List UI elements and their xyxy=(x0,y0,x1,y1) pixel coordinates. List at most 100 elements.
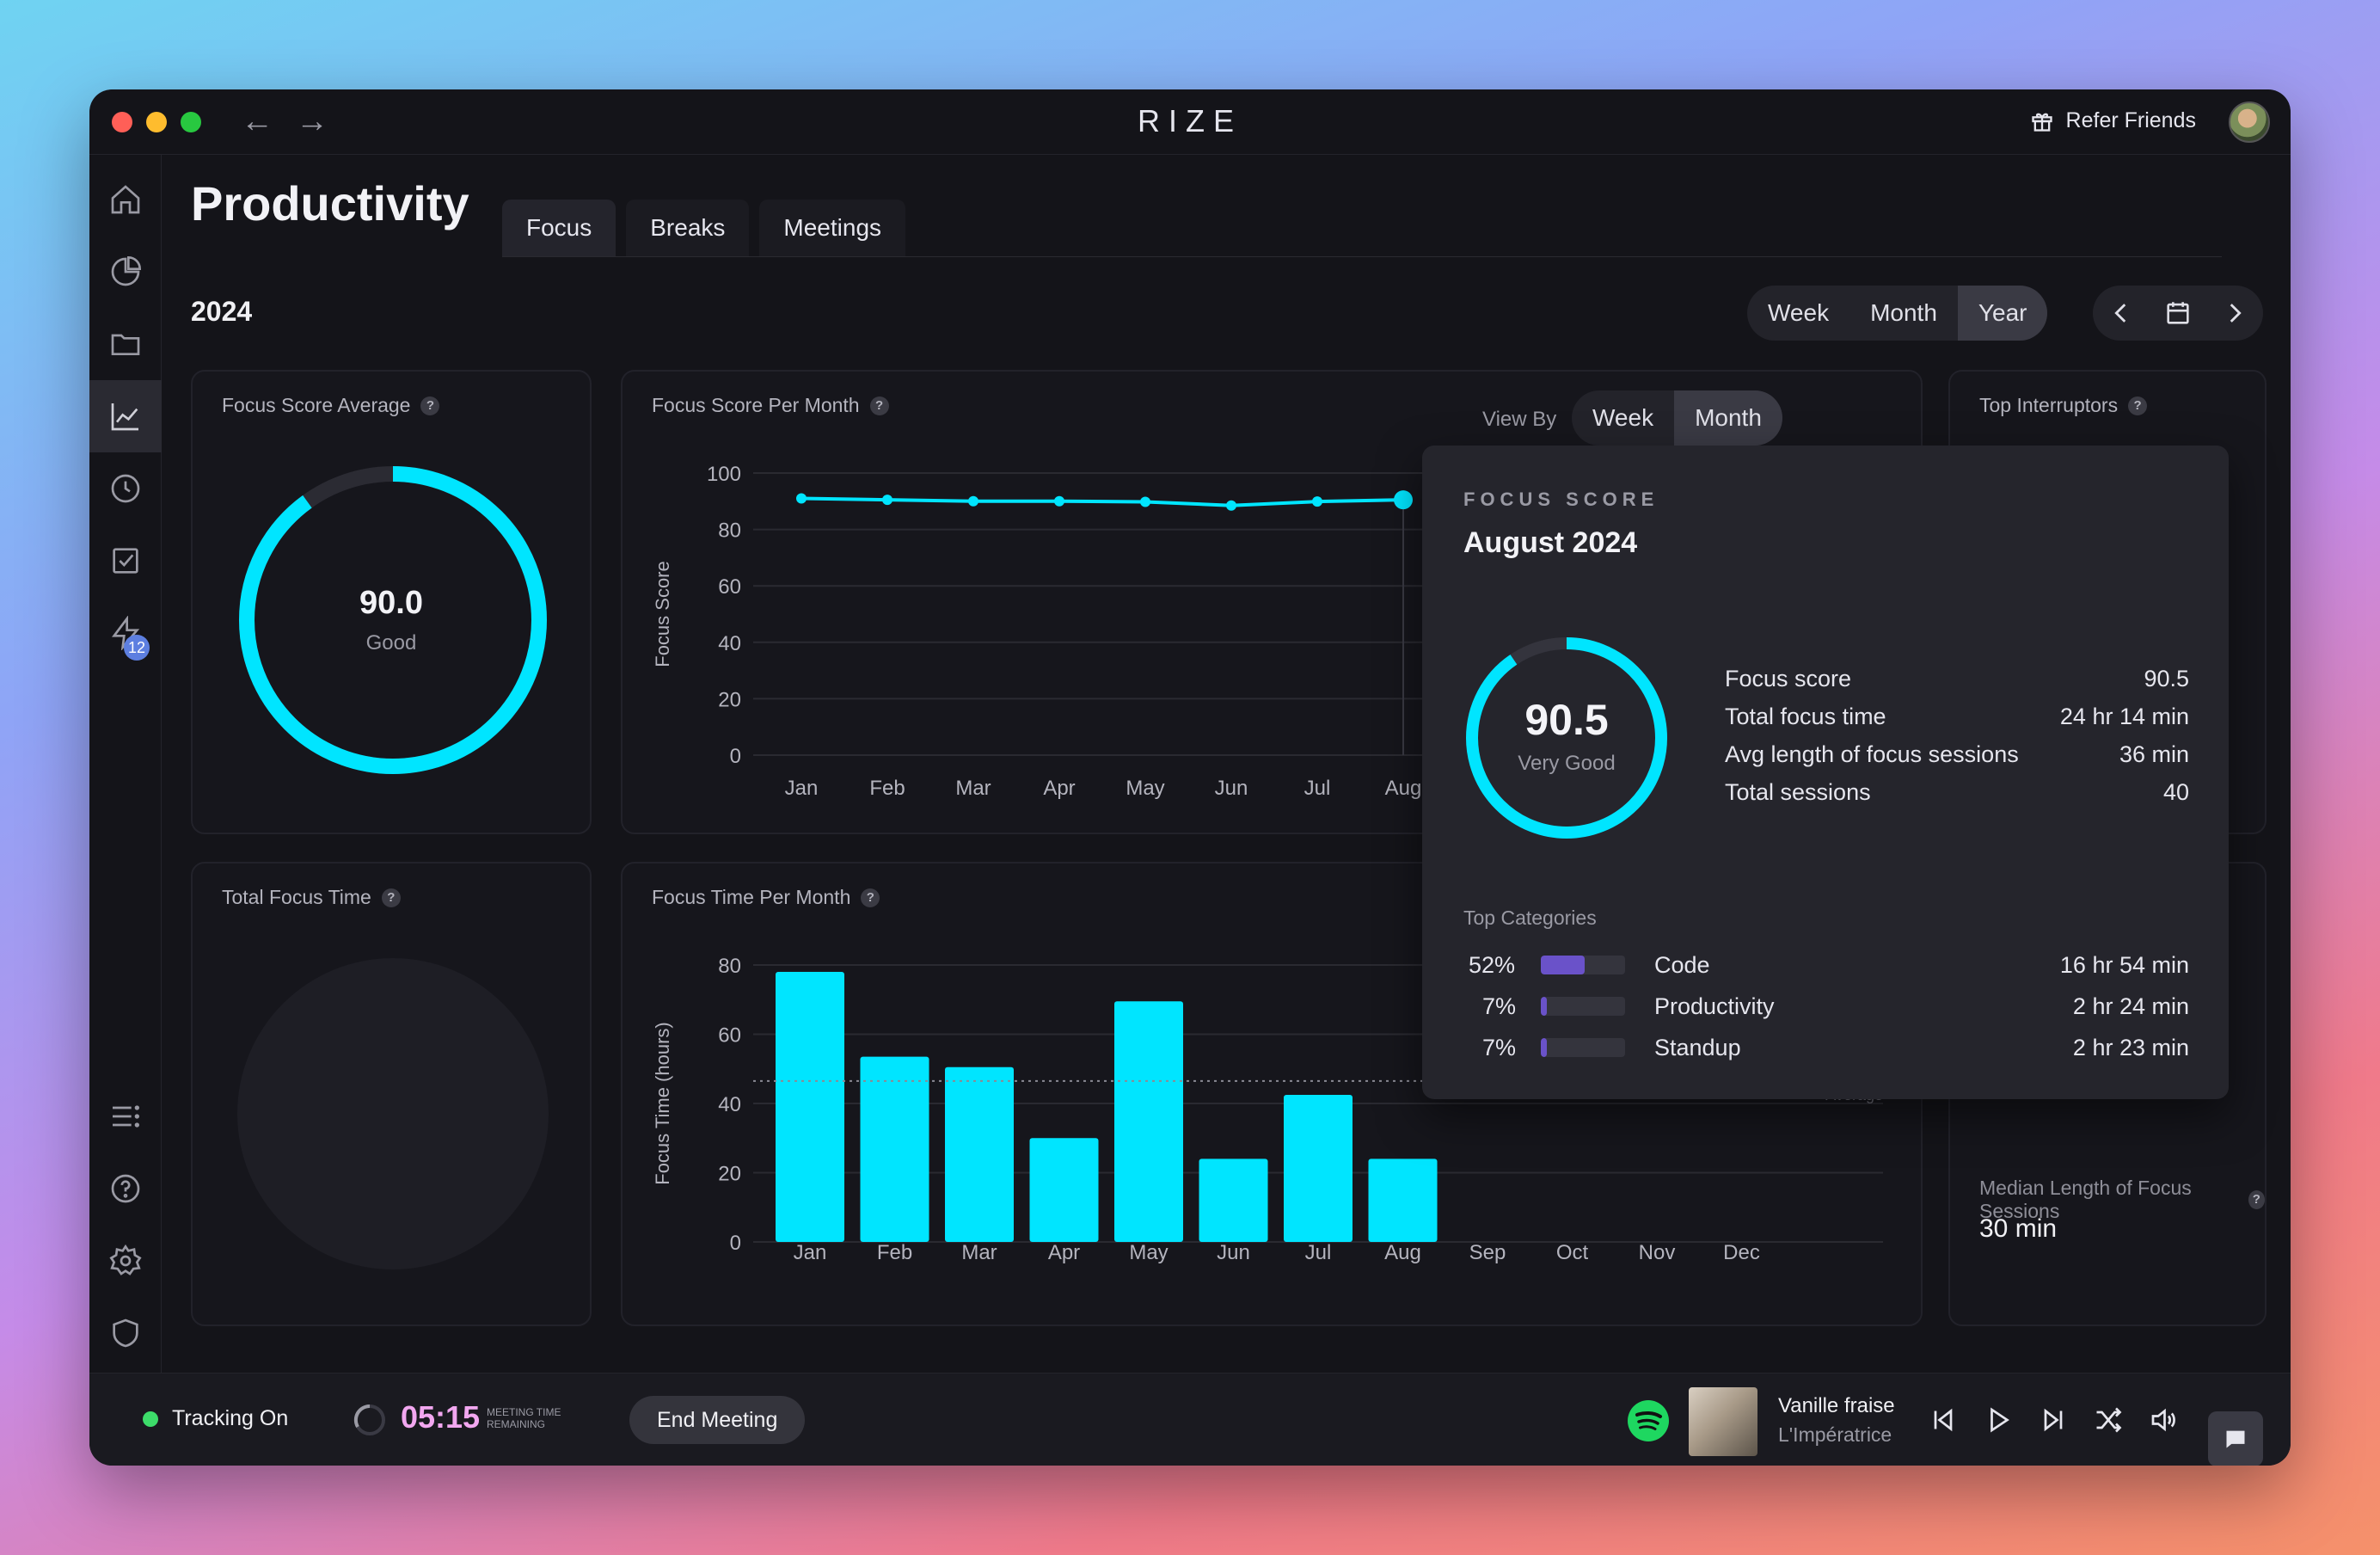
sidebar-item-privacy[interactable] xyxy=(89,1297,162,1369)
stat-value: 36 min xyxy=(2119,741,2189,767)
title-bar: ← → RIZE Refer Friends xyxy=(89,89,2291,155)
trend-chart-icon xyxy=(111,403,138,431)
end-meeting-button[interactable]: End Meeting xyxy=(629,1396,806,1444)
tooltip-score-ring xyxy=(1466,637,1667,839)
data-point[interactable] xyxy=(1226,500,1236,511)
range-year-button[interactable]: Year xyxy=(1957,286,2048,341)
sidebar-item-list[interactable] xyxy=(89,1080,162,1152)
category-percent: 7% xyxy=(1482,993,1517,1019)
spotify-icon[interactable] xyxy=(1627,1399,1670,1442)
y-tick-label: 80 xyxy=(718,955,741,978)
stat-row: Total sessions 40 xyxy=(1725,779,2189,817)
range-week-button[interactable]: Week xyxy=(1768,299,1830,326)
home-icon xyxy=(111,185,140,214)
bar[interactable] xyxy=(776,972,844,1242)
sidebar-item-timeline[interactable] xyxy=(89,452,162,525)
tracking-status-dot xyxy=(143,1411,158,1427)
gear-icon xyxy=(109,1244,142,1275)
chevron-right-icon[interactable] xyxy=(2220,298,2249,328)
view-by-week-button[interactable]: Week xyxy=(1592,404,1654,431)
view-by-toggle: Week Month xyxy=(1572,390,1782,446)
sidebar-item-tasks[interactable] xyxy=(89,525,162,597)
bar[interactable] xyxy=(1284,1094,1353,1242)
x-tick-label: Jun xyxy=(1217,1241,1250,1264)
help-icon[interactable]: ? xyxy=(869,396,889,415)
back-arrow-icon[interactable]: ← xyxy=(241,103,273,139)
y-axis-label: Focus Score xyxy=(652,561,673,667)
bar[interactable] xyxy=(860,1056,929,1242)
volume-icon[interactable] xyxy=(2148,1404,2179,1435)
data-point[interactable] xyxy=(1312,496,1322,507)
help-icon[interactable]: ? xyxy=(2128,396,2148,415)
sidebar-item-help[interactable] xyxy=(89,1152,162,1225)
refer-friends-label: Refer Friends xyxy=(2065,108,2196,132)
album-art xyxy=(1689,1387,1757,1456)
tab-breaks[interactable]: Breaks xyxy=(626,200,750,256)
sidebar-item-productivity[interactable] xyxy=(89,380,162,452)
help-icon[interactable]: ? xyxy=(381,888,401,907)
sidebar-item-home[interactable] xyxy=(89,163,162,236)
tab-focus[interactable]: Focus xyxy=(502,200,616,256)
tab-bar: Focus Breaks Meetings xyxy=(502,200,906,256)
view-by-month-button[interactable]: Month xyxy=(1674,390,1782,446)
data-point[interactable] xyxy=(1140,496,1150,507)
shuffle-icon[interactable] xyxy=(2093,1404,2124,1435)
help-icon[interactable]: ? xyxy=(861,888,880,907)
x-tick-label: Mar xyxy=(961,1241,997,1264)
bolt-icon xyxy=(112,616,140,650)
y-axis-label: Focus Time (hours) xyxy=(652,1022,673,1185)
forward-arrow-icon[interactable]: → xyxy=(296,103,328,139)
category-name: Code xyxy=(1654,951,1710,978)
stat-label: Avg length of focus sessions xyxy=(1725,741,2019,767)
tooltip-score-label: Very Good xyxy=(1518,752,1616,775)
chevron-left-icon[interactable] xyxy=(2107,298,2136,328)
bar[interactable] xyxy=(1029,1138,1099,1242)
tooltip-kicker: FOCUS SCORE xyxy=(1463,489,1659,510)
stat-value: 24 hr 14 min xyxy=(2059,704,2189,729)
help-icon[interactable]: ? xyxy=(420,396,440,415)
play-icon[interactable] xyxy=(1983,1404,2014,1435)
category-time: 16 hr 54 min xyxy=(2059,951,2189,978)
data-point[interactable] xyxy=(796,493,807,504)
sidebar-item-automations[interactable]: 12 xyxy=(89,597,162,669)
previous-track-icon[interactable] xyxy=(1928,1404,1959,1435)
help-icon[interactable]: ? xyxy=(2248,1190,2265,1209)
chat-button[interactable] xyxy=(2208,1411,2263,1466)
x-tick-label: Aug xyxy=(1384,1241,1421,1264)
data-point[interactable] xyxy=(1394,490,1413,510)
bottom-bar: Tracking On 05:15 MEETING TIME REMAINING… xyxy=(89,1373,2291,1466)
tooltip-stats: Focus score 90.5 Total focus time 24 hr … xyxy=(1725,666,2189,817)
card-title: Top Interruptors xyxy=(1979,394,2119,416)
tracking-status[interactable]: Tracking On xyxy=(172,1406,289,1430)
card-title: Total Focus Time xyxy=(222,886,371,908)
data-point[interactable] xyxy=(1054,495,1064,507)
sidebar-item-reports[interactable] xyxy=(89,236,162,308)
tab-meetings[interactable]: Meetings xyxy=(759,200,906,256)
sidebar-item-projects[interactable] xyxy=(89,308,162,380)
x-tick-label: Jan xyxy=(785,777,819,800)
avatar[interactable] xyxy=(2229,101,2270,143)
gift-icon xyxy=(2031,113,2052,132)
category-row: 7% Productivity 2 hr 24 min xyxy=(1463,986,2189,1027)
minimize-window-button[interactable] xyxy=(146,112,167,132)
x-tick-label: Apr xyxy=(1043,777,1075,800)
bar[interactable] xyxy=(1114,1001,1183,1242)
bar[interactable] xyxy=(945,1066,1014,1242)
maximize-window-button[interactable] xyxy=(181,112,201,132)
next-track-icon[interactable] xyxy=(2038,1404,2069,1435)
category-bar xyxy=(1541,1038,1625,1057)
list-icon xyxy=(113,1105,140,1128)
stat-row: Avg length of focus sessions 36 min xyxy=(1725,741,2189,779)
bar[interactable] xyxy=(1199,1159,1268,1242)
median-title: Median Length of Focus Sessions xyxy=(1979,1177,2192,1222)
folder-icon xyxy=(111,334,140,355)
range-month-button[interactable]: Month xyxy=(1870,299,1937,326)
shield-icon xyxy=(113,1318,138,1348)
sidebar-item-settings[interactable] xyxy=(89,1225,162,1297)
bar[interactable] xyxy=(1368,1159,1438,1242)
data-point[interactable] xyxy=(968,495,978,507)
refer-friends-button[interactable]: Refer Friends xyxy=(2030,108,2196,133)
calendar-icon[interactable] xyxy=(2163,298,2193,328)
close-window-button[interactable] xyxy=(112,112,132,132)
data-point[interactable] xyxy=(882,495,892,506)
